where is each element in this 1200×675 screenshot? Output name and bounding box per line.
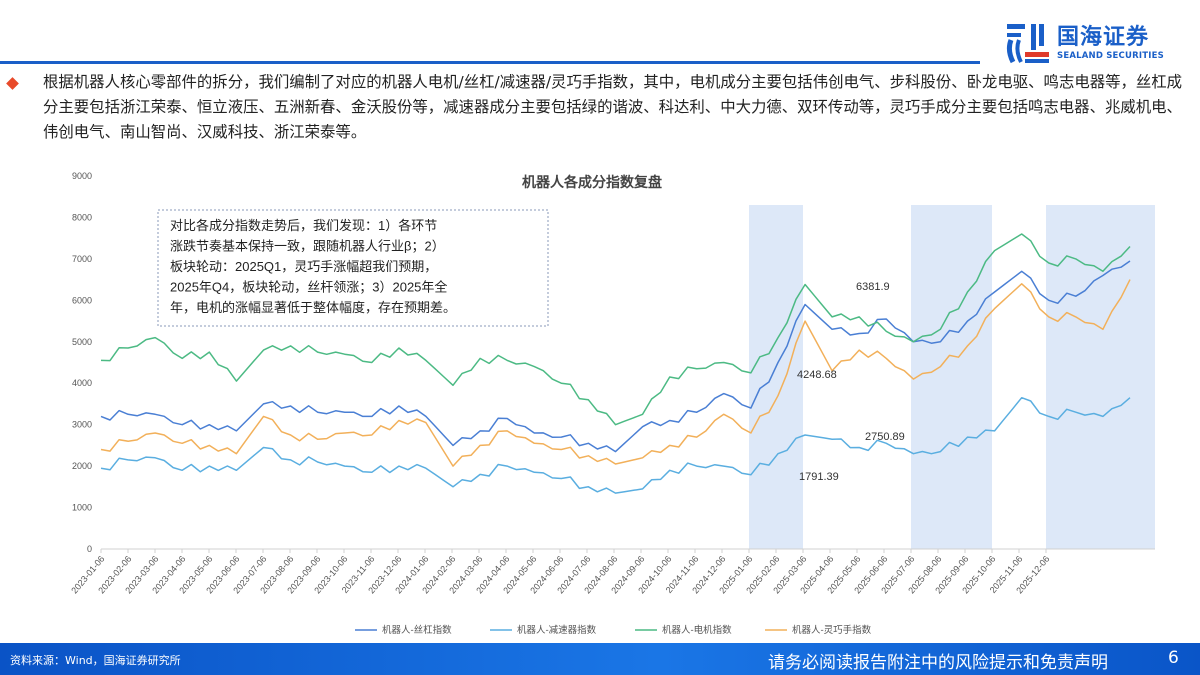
annotation-line: 年，电机的涨幅显著低于整体幅度，存在预期差。: [170, 300, 456, 315]
data-label: 1791.39: [799, 471, 839, 483]
legend-item: 机器人-减速器指数: [517, 624, 597, 636]
header-rule: [0, 61, 980, 64]
y-tick-label: 0: [87, 544, 92, 554]
annotation-line: 对比各成分指数走势后，我们发现：1）各环节: [170, 218, 437, 233]
company-logo: 国海证券 SEALAND SECURITIES: [1005, 20, 1185, 68]
intro-paragraph: 根据机器人核心零部件的拆分，我们编制了对应的机器人电机/丝杠/减速器/灵巧手指数…: [43, 73, 1183, 141]
y-tick-label: 5000: [72, 337, 92, 347]
series-line: [100, 396, 1131, 494]
shaded-period: [911, 205, 992, 549]
logo-cn-text: 国海证券: [1057, 25, 1150, 50]
line-chart: 机器人各成分指数复盘 0 1000 2000 3000 4000 5000 6000 7000 8…: [69, 171, 1155, 636]
legend-item: 机器人-丝杠指数: [382, 624, 452, 636]
chart-title: 机器人各成分指数复盘: [522, 174, 662, 190]
y-tick-label: 6000: [72, 295, 92, 305]
annotation-line: 板块轮动：2025Q1，灵巧手涨幅超我们预期，: [170, 259, 437, 274]
annotation-line: 2025年Q4，板块轮动，丝杆领涨；3）2025年全: [170, 280, 447, 296]
y-tick-label: 7000: [72, 254, 92, 264]
y-tick-label: 3000: [72, 420, 92, 430]
logo-mark-icon: [1005, 22, 1051, 66]
y-tick-label: 1000: [72, 503, 92, 513]
annotation-line: 涨跌节奏基本保持一致，跟随机器人行业β；2）: [170, 239, 445, 255]
source-note: 资料来源：Wind，国海证券研究所: [10, 654, 181, 667]
footer-bar: 资料来源：Wind，国海证券研究所 请务必阅读报告附注中的风险提示和免责声明 6: [0, 643, 1200, 675]
data-label: 2750.89: [865, 431, 905, 443]
y-tick-label: 8000: [72, 212, 92, 222]
series-line: [100, 233, 1131, 426]
disclaimer-text: 请务必阅读报告附注中的风险提示和免责声明: [768, 653, 1108, 673]
shaded-period: [749, 205, 803, 549]
y-tick-label: 2000: [72, 461, 92, 471]
series-line: [100, 279, 1131, 467]
logo-en-text: SEALAND SECURITIES: [1057, 51, 1164, 61]
y-tick-label: 9000: [72, 171, 92, 181]
data-label: 6381.9: [856, 281, 890, 293]
chart-container: 机器人各成分指数复盘 0 1000 2000 3000 4000 5000 6000 7000 8…: [0, 160, 1200, 640]
bullet-diamond-icon: [6, 77, 19, 90]
page-number: 6: [1168, 648, 1179, 668]
y-tick-label: 4000: [72, 378, 92, 388]
annotation-box: [157, 209, 549, 327]
legend-item: 机器人-电机指数: [662, 624, 732, 636]
data-label: 4248.68: [797, 369, 837, 381]
legend-item: 机器人-灵巧手指数: [792, 624, 872, 636]
series-line: [100, 260, 1131, 453]
shaded-period: [1046, 205, 1155, 549]
